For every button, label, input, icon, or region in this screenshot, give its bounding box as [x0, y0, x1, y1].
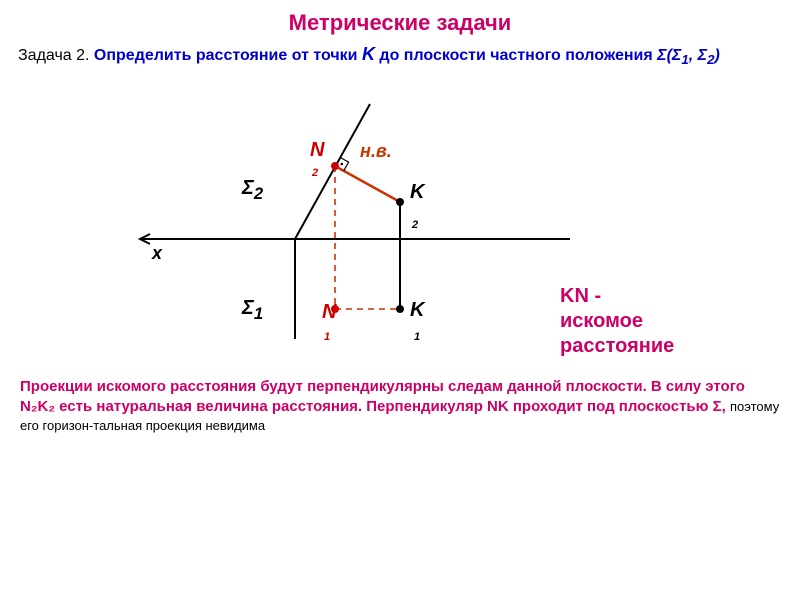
kn-line1: KN -: [560, 284, 720, 309]
label-N2: N: [310, 139, 324, 162]
label-N1: N: [322, 301, 336, 324]
page-title: Метрические задачи: [0, 10, 800, 36]
label-x: x: [152, 243, 162, 264]
label-K2: K: [410, 181, 424, 204]
label-K1-sub: 1: [414, 331, 420, 343]
problem-pre: Определить расстояние от точки: [94, 47, 358, 64]
label-sigma1: Σ1: [242, 297, 263, 324]
problem-mid: до плоскости частного положения: [379, 47, 652, 64]
kn-line2: искомое расстояние: [560, 309, 720, 359]
footer-text: Проекции искомого расстояния будут перпе…: [0, 369, 800, 436]
problem-label: Задача 2.: [18, 47, 89, 64]
label-N2-sub: 2: [312, 167, 318, 179]
problem-sigma: Σ(Σ1, Σ2): [657, 47, 720, 64]
problem-body: Определить расстояние от точки K до плос…: [94, 47, 720, 64]
label-N1-sub: 1: [324, 331, 330, 343]
label-sigma2: Σ2: [242, 177, 263, 204]
kn-result: KN - искомое расстояние: [560, 284, 720, 359]
label-K2-sub: 2: [412, 219, 418, 231]
diagram: x Σ2 Σ1 N 2 н.в. K 2 N 1 K 1 KN - искомо…: [0, 69, 800, 369]
label-K1: K: [410, 299, 424, 322]
problem-K: K: [362, 44, 375, 64]
footer-main: Проекции искомого расстояния будут перпе…: [20, 378, 745, 415]
problem-statement: Задача 2. Определить расстояние от точки…: [0, 36, 800, 69]
label-nv: н.в.: [360, 141, 392, 162]
